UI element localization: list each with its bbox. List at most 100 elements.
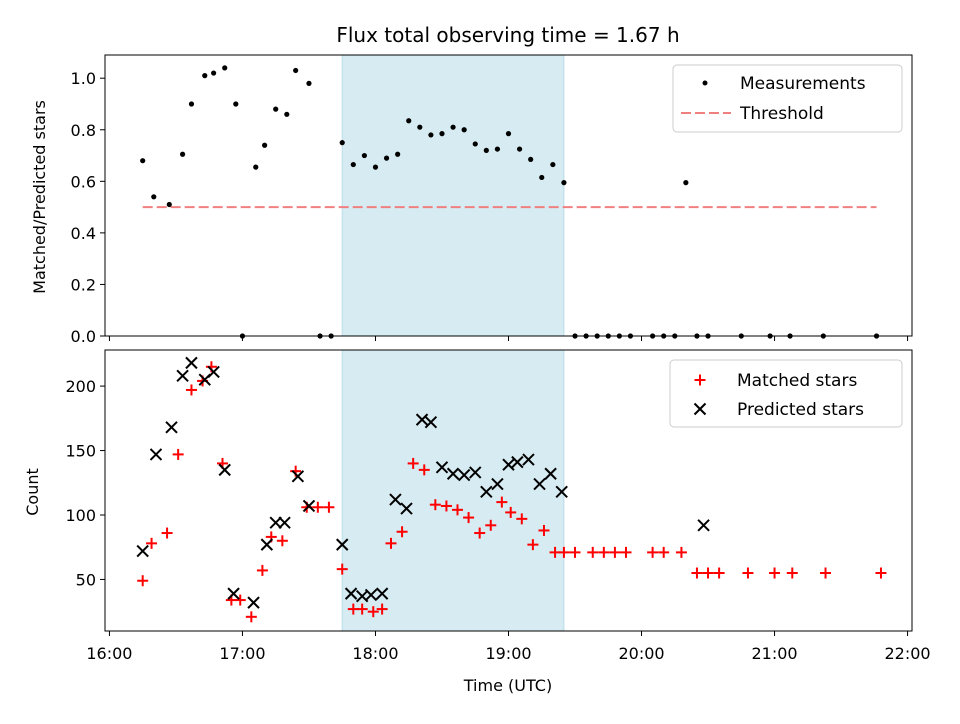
legend-label-matched: Matched stars xyxy=(737,371,857,391)
measurement-point xyxy=(461,127,467,133)
measurement-point xyxy=(406,118,412,124)
predicted-star-point xyxy=(415,413,429,426)
bottom-xtick-label: 18:00 xyxy=(352,644,398,663)
matched-star-point xyxy=(312,501,324,513)
matched-star-point xyxy=(538,524,550,536)
bottom-ylabel: Count xyxy=(23,468,42,516)
matched-star-point xyxy=(234,594,246,606)
measurement-point xyxy=(539,174,545,181)
predicted-star-point xyxy=(336,538,349,551)
measurement-point xyxy=(179,151,186,157)
bottom-xtick-label: 20:00 xyxy=(618,644,664,663)
predicted-star-point xyxy=(136,544,149,558)
measurement-point xyxy=(494,146,501,152)
predicted-star-point xyxy=(400,502,413,515)
top-ytick-label: 0.8 xyxy=(71,121,96,140)
predicted-star-point xyxy=(247,596,260,609)
predicted-star-point xyxy=(697,519,710,532)
measurement-point xyxy=(372,164,379,170)
predicted-star-point xyxy=(260,538,274,551)
matched-star-point xyxy=(691,567,703,579)
bottom-ytick-label: 100 xyxy=(65,506,96,525)
matched-star-point xyxy=(418,464,430,476)
top-ylabel: Matched/Predicted stars xyxy=(30,100,49,294)
measurement-point xyxy=(284,111,290,117)
measurement-point xyxy=(505,131,512,137)
measurement-point xyxy=(483,147,489,153)
bottom-shaded-interval xyxy=(341,349,565,632)
bottom-legend: Matched stars Predicted stars xyxy=(669,359,903,428)
matched-star-point xyxy=(620,546,632,558)
measurement-point xyxy=(262,142,268,148)
predicted-star-point xyxy=(511,455,524,469)
matched-star-point xyxy=(769,567,781,579)
predicted-star-point xyxy=(165,421,178,434)
measurement-point xyxy=(528,156,534,163)
measurement-point xyxy=(361,152,367,159)
predicted-star-point xyxy=(491,477,504,491)
measurement-point xyxy=(472,141,478,147)
matched-star-point xyxy=(647,546,659,558)
measurement-point xyxy=(253,164,259,170)
matched-star-point xyxy=(742,567,754,579)
measurement-point xyxy=(306,80,312,86)
top-title: Flux total observing time = 1.67 h xyxy=(336,23,679,47)
matched-star-point xyxy=(146,537,158,549)
matched-star-point xyxy=(376,603,388,615)
predicted-star-point xyxy=(218,463,231,477)
matched-star-point xyxy=(505,506,517,518)
bottom-ytick-label: 50 xyxy=(76,570,96,589)
measurement-point xyxy=(383,155,390,161)
predicted-star-point xyxy=(291,470,305,483)
matched-star-point xyxy=(516,513,528,525)
measurement-point xyxy=(350,161,356,168)
measurement-point xyxy=(293,67,299,74)
measurement-point xyxy=(516,146,523,152)
matched-star-point xyxy=(452,504,464,516)
predicted-star-point xyxy=(149,448,163,461)
top-ytick-label: 1.0 xyxy=(71,69,96,88)
predicted-star-point xyxy=(207,365,220,379)
legend-marker-matched xyxy=(694,374,706,386)
measurement-point xyxy=(151,194,157,200)
predicted-star-point xyxy=(227,587,240,600)
matched-star-point xyxy=(875,567,887,579)
matched-star-point xyxy=(367,606,379,618)
measurement-point xyxy=(188,101,195,107)
matched-star-point xyxy=(429,499,441,511)
matched-star-point xyxy=(407,457,419,469)
matched-star-point xyxy=(185,384,197,396)
matched-star-point xyxy=(485,519,497,531)
matched-star-point xyxy=(786,567,798,579)
measurement-point xyxy=(439,131,445,137)
top-ytick-label: 0.2 xyxy=(71,275,96,294)
predicted-star-point xyxy=(176,369,189,382)
predicted-star-point xyxy=(480,485,493,498)
matched-star-point xyxy=(137,575,149,587)
predicted-star-point xyxy=(185,356,198,370)
predicted-star-point xyxy=(424,415,438,429)
measurement-point xyxy=(211,70,217,76)
bottom-ytick-label: 150 xyxy=(65,442,96,461)
matched-star-point xyxy=(587,546,599,558)
matched-star-point xyxy=(558,546,570,558)
matched-star-point xyxy=(356,603,368,615)
matched-star-point xyxy=(463,512,475,524)
measurement-point xyxy=(561,180,567,186)
top-ytick-label: 0.6 xyxy=(71,172,96,191)
predicted-star-point xyxy=(457,468,471,482)
predicted-star-point xyxy=(533,477,546,491)
legend-label-predicted: Predicted stars xyxy=(737,400,864,420)
bottom-xtick-label: 22:00 xyxy=(885,644,931,663)
measurement-point xyxy=(273,106,279,112)
predicted-star-point xyxy=(544,467,557,480)
measurement-point xyxy=(339,140,345,146)
top-legend: Measurements Threshold xyxy=(672,64,903,133)
predicted-star-point xyxy=(389,493,402,506)
predicted-star-point xyxy=(344,587,358,600)
predicted-star-point xyxy=(502,458,515,471)
measurement-point xyxy=(222,65,228,71)
matched-star-point xyxy=(474,527,486,539)
bottom-xtick-label: 17:00 xyxy=(219,644,265,663)
